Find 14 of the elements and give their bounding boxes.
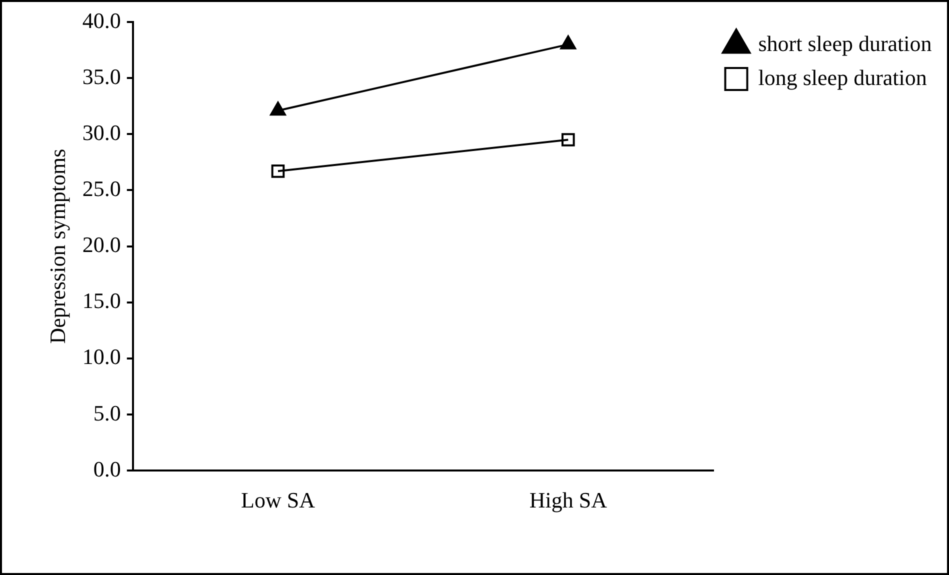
y-tick-label: 0.0 (93, 456, 121, 482)
x-tick-label: Low SA (241, 488, 316, 513)
y-tick-label: 5.0 (93, 400, 121, 426)
y-axis-title: Depression symptoms (44, 148, 70, 344)
y-tick-label: 30.0 (82, 120, 121, 145)
legend-label: short sleep duration (758, 30, 932, 56)
y-tick-label: 20.0 (82, 232, 121, 258)
legend-label: long sleep duration (758, 64, 927, 90)
y-tick-label: 10.0 (82, 344, 121, 370)
y-tick-label: 40.0 (82, 8, 121, 33)
y-tick-label: 35.0 (82, 64, 121, 89)
y-tick-label: 15.0 (82, 288, 121, 314)
y-tick-label: 25.0 (82, 176, 121, 202)
x-tick-label: High SA (529, 488, 608, 513)
